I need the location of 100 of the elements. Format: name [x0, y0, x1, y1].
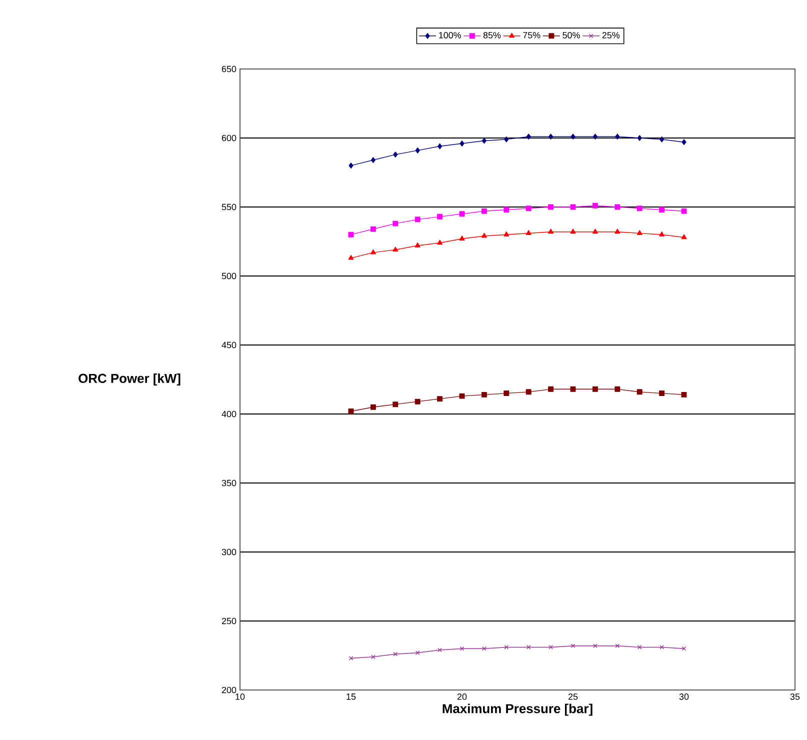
point — [415, 650, 420, 655]
point — [393, 152, 398, 158]
point — [393, 652, 398, 656]
point — [504, 645, 509, 650]
y-tick-label: 650 — [222, 66, 236, 72]
point — [504, 231, 510, 236]
point — [414, 398, 420, 404]
point — [437, 214, 443, 220]
point — [348, 254, 354, 260]
point — [570, 134, 576, 140]
point — [370, 404, 376, 410]
point — [526, 389, 532, 395]
point — [392, 220, 398, 226]
point — [682, 139, 686, 146]
point — [592, 202, 598, 208]
point — [438, 648, 442, 652]
x-tick-label: 30 — [679, 694, 689, 700]
point — [615, 644, 620, 648]
point — [526, 645, 531, 650]
y-axis-title: ORC Power [kW] — [78, 373, 180, 386]
point — [660, 136, 664, 142]
point — [548, 228, 554, 234]
point — [437, 240, 443, 245]
x-tick-label: 20 — [457, 694, 467, 700]
point — [414, 242, 420, 248]
point — [504, 390, 510, 396]
point — [481, 232, 487, 238]
legend-label: 75% — [523, 32, 540, 38]
point — [592, 386, 598, 392]
y-tick-label: 200 — [222, 686, 236, 694]
point — [482, 138, 486, 144]
point — [636, 230, 642, 235]
point — [659, 231, 665, 236]
point — [459, 236, 465, 240]
x-tick-label: 15 — [346, 694, 356, 700]
y-tick-label: 350 — [222, 480, 236, 486]
y-tick-label: 400 — [222, 410, 236, 418]
point — [659, 207, 665, 212]
point — [548, 134, 554, 140]
point — [614, 386, 620, 392]
y-tick-label: 300 — [222, 548, 236, 556]
legend-label: 85% — [483, 32, 501, 38]
point — [348, 162, 354, 169]
point — [370, 226, 376, 232]
y-tick-label: 550 — [222, 204, 236, 210]
y-tick-label: 500 — [222, 272, 236, 280]
point — [526, 230, 532, 235]
point — [526, 134, 531, 140]
point — [636, 206, 642, 212]
point — [437, 396, 443, 402]
point — [370, 157, 376, 164]
point — [636, 389, 642, 395]
x-tick-label: 35 — [790, 694, 800, 700]
x-axis-title: Maximum Pressure [bar] — [442, 704, 592, 716]
point — [637, 135, 642, 141]
point — [659, 390, 665, 396]
point — [481, 392, 487, 398]
point — [414, 216, 420, 222]
point — [548, 386, 554, 392]
point — [348, 408, 354, 414]
y-tick-label: 250 — [222, 618, 236, 624]
point — [570, 644, 576, 648]
point — [548, 645, 553, 650]
point — [482, 646, 486, 651]
point — [415, 147, 420, 154]
point — [348, 232, 354, 238]
point — [681, 208, 687, 214]
point — [526, 206, 532, 212]
point — [614, 228, 620, 234]
point — [459, 211, 465, 217]
point — [637, 645, 642, 650]
point — [614, 204, 620, 210]
point — [371, 654, 376, 660]
point — [504, 136, 509, 142]
point — [548, 204, 554, 210]
point — [592, 134, 598, 140]
legend-label: 50% — [562, 32, 580, 38]
point — [459, 393, 465, 399]
point — [615, 134, 620, 140]
x-tick-label: 10 — [236, 694, 245, 700]
legend-label: 100% — [439, 32, 462, 38]
point — [460, 140, 464, 146]
point — [460, 646, 464, 651]
point — [481, 208, 487, 214]
point — [681, 392, 687, 398]
y-tick-label: 450 — [222, 342, 236, 348]
x-tick-label: 25 — [568, 694, 578, 700]
point — [392, 246, 398, 252]
point — [504, 207, 510, 212]
point — [681, 234, 687, 240]
point — [570, 386, 576, 392]
point — [438, 143, 442, 150]
point — [592, 228, 598, 234]
point — [370, 249, 376, 254]
y-tick-label: 600 — [222, 134, 236, 142]
point — [392, 402, 398, 408]
point — [570, 228, 576, 234]
point — [660, 645, 664, 650]
legend-label: 25% — [602, 32, 620, 38]
point — [593, 644, 598, 648]
